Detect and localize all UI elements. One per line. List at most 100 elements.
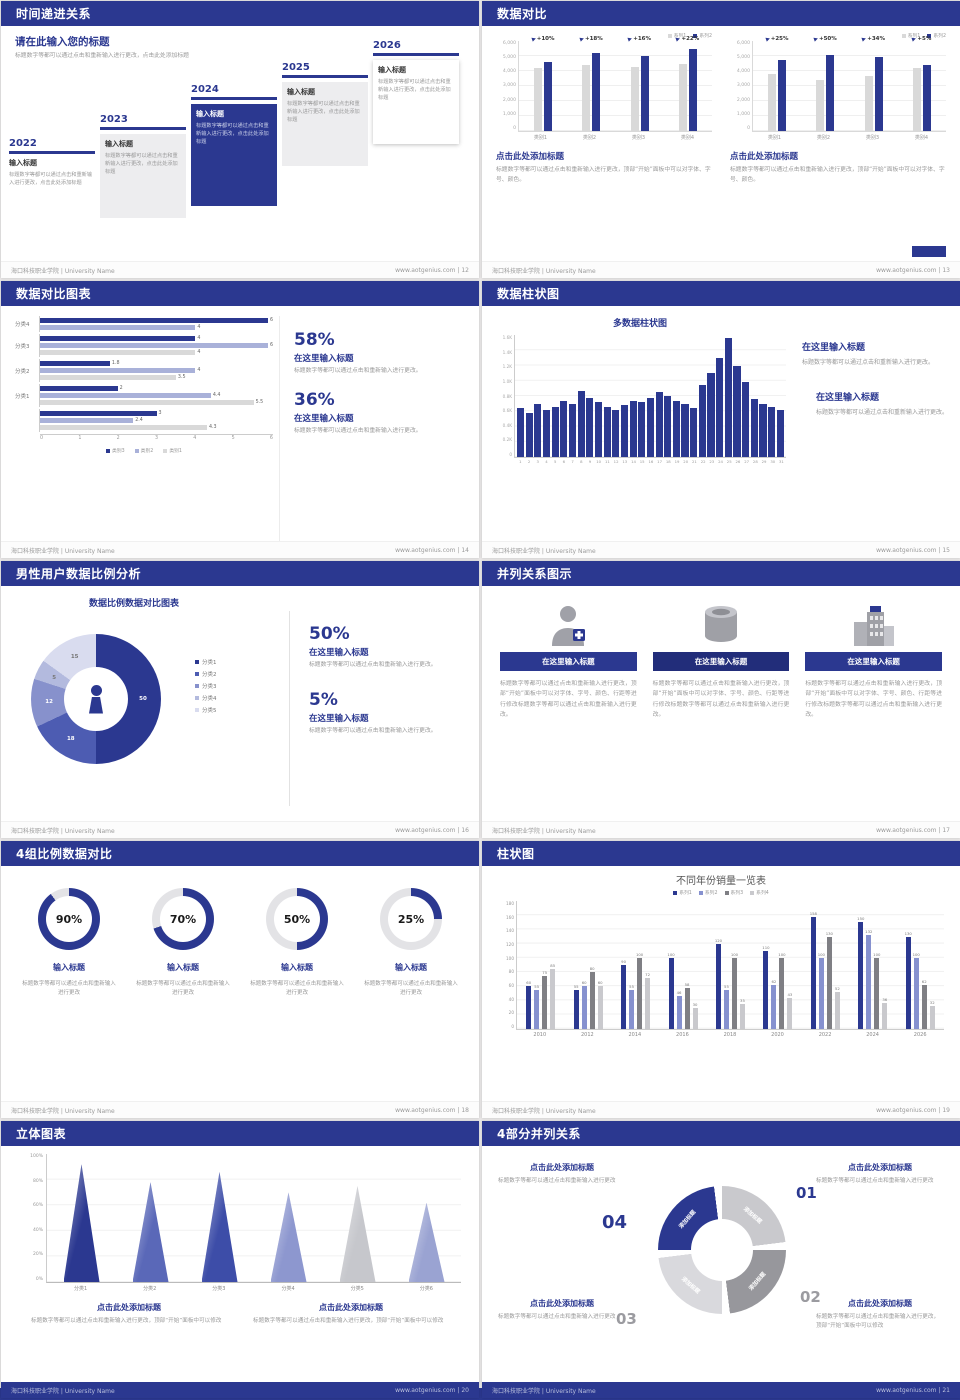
x-tick-label: 1 [78,436,82,441]
bar-column [594,335,603,457]
slide-header-title: 数据柱状图 [497,287,560,301]
value-label: 55 [534,983,540,989]
bar-group: 150 132 100 36 [857,901,888,1029]
bar [577,391,585,457]
value-label: 100 [730,951,739,957]
bar [716,357,724,457]
bar-column [681,335,689,457]
legend-item: 分类1 [195,658,217,666]
column-body: 标题数字等都可以通过点击和重新输入进行更改，顶部“开始”面板中可以对字体、字号、… [652,681,790,719]
bar [834,992,840,1029]
timeline-year: 2026 [373,40,401,51]
x-tick-label: 28 [752,459,758,464]
ring-title: 输入标题 [53,963,85,972]
slide-header-title: 立体图表 [16,1127,67,1141]
x-tick-label: 7 [571,459,574,464]
bars [906,41,938,131]
slide-13-data-compare[interactable]: 数据对比 系列1 系列2 6,000 5,000 4,000 3,000 2,000 1,00… [482,1,960,278]
segment-ring: 添加标题 添加标题 添加标题 添加标题 [658,1186,786,1314]
slide-header: 4部分并列关系 [482,1121,960,1146]
x-tick-label: 24 [718,459,723,464]
bar [818,957,824,1029]
slide-16-donut-analysis[interactable]: 男性用户数据比例分析 数据比例数据对比图表 50 18 12 5 15 分类1 分类2 分类… [1,561,479,838]
progress-ring: 90% [38,888,100,950]
slide-15-column-chart[interactable]: 数据柱状图 多数据柱状图 1.6K 1.4K 1.2K 1.0K 0.8K 0.6K 0.4… [482,281,960,558]
bar-column: 55 [723,901,730,1029]
block-title: 点击此处添加标题 [496,152,565,162]
part-number: 03 [616,1310,637,1328]
bar-column: 130 [826,901,833,1029]
block-body: 标题数字等都可以通过点击和重新输入进行更改，顶部“开始”面板中可以修改 [253,1318,444,1324]
value-label: 55 [629,983,635,989]
bar-column [542,335,551,457]
bar-column [568,335,577,457]
bar [589,972,595,1029]
legend: 系列1 系列2 [496,32,712,39]
slide-12-timeline[interactable]: 时间递进关系 请在此输入您的标题 标题数字等都可以通过点击和重新输入进行更改，点… [1,1,479,278]
bar [534,989,540,1029]
legend-item: 系列2 [927,32,946,39]
bar [573,989,579,1029]
column-title: 在这里输入标题 [805,652,943,671]
y-axis: 100% 80% 60% 40% 20% 0% [19,1154,46,1282]
value-label: 120 [714,937,723,943]
value-label: 30 [692,1001,698,1007]
plot-wrap: 1 2 3 4 5 6 7 8 9 10 11 12 13 14 15 16 17 18 19 20 21 22 23 24 2… [514,335,786,464]
bar [771,984,777,1029]
bar-line: 4 [40,324,273,331]
bar [768,406,776,457]
value-label: 4.4 [212,393,221,398]
bars [858,41,890,131]
bar [864,75,873,131]
stat-body: 标题数字等都可以通过点击和重新输入进行更改。 [309,728,437,735]
footer-site-page: www.aotgenius.com | 19 [876,1106,950,1114]
bar-column [733,335,741,457]
bar [603,406,611,457]
cone-wrap [185,1154,254,1282]
slide-19-bar-chart[interactable]: 柱状图 不同年份销量一览表 系列1 系列2 系列3 系列4 180 160 140 120 1… [482,841,960,1118]
bar [668,957,674,1029]
bar [776,409,784,457]
bar-column: 55 [628,901,635,1029]
segment-label: 添加标题 [742,1205,763,1226]
bar-chart-plot: 6,000 5,000 4,000 3,000 2,000 1,000 0 +25% +50% +… [730,36,946,132]
stat-body: 标题数字等都可以通过点击和重新输入进行更改。 [294,368,422,374]
bar-column: 62 [770,901,777,1029]
annotation: +22% [667,36,709,42]
bar [629,400,637,457]
x-tick-label: 2024 [866,1032,879,1038]
bars: 1.8 4 3.5 [39,359,273,382]
slide-20-cone-chart[interactable]: 立体图表 100% 80% 60% 40% 20% 0% 分类1 分类2 分类3 分类4 分类5 分… [1,1121,479,1398]
timeline-item-title: 输入标题 [105,140,133,148]
timeline-item-body: 标题数字等都可以通过点击和重新输入进行更改，点击此处添加标题 [196,123,269,146]
stat-block: 5% 在这里输入标题 标题数字等都可以通过点击和重新输入进行更改。 [309,690,459,736]
slide-21-four-part-relation[interactable]: 4部分并列关系 点击此处添加标题 标题数字等都可以通过点击和重新输入进行更改 点… [482,1121,960,1398]
timeline-item-body: 标题数字等都可以通过点击和重新输入进行更改，点击此处添加标题 [9,172,93,187]
slide-body: 不同年份销量一览表 系列1 系列2 系列3 系列4 180 160 140 120 100 80… [482,866,960,1101]
slide-18-ratio-rings[interactable]: 4组比例数据对比 90% 输入标题 标题数字等都可以通过点击和重新输入进行更改 … [1,841,479,1118]
slide-header: 数据柱状图 [482,281,960,306]
intro-subtitle: 标题数字等都可以通过点击和重新输入进行更改，点击此处添加标题 [15,53,189,59]
bar-line: 3.5 [40,374,273,381]
stat-title: 在这里输入标题 [309,714,369,725]
slide-14-hbar-compare[interactable]: 数据对比图表 分类4 6 4 分类3 4 6 4 分类2 1.8 4 3.5 分类1 2 4.4 5.5 3 2… [1,281,479,558]
ring-value: 25% [388,896,434,942]
value-label: 52 [834,986,840,992]
stat-block: 36% 在这里输入标题 标题数字等都可以通过点击和重新输入进行更改。 [294,390,465,436]
legend-label: 分类5 [202,708,217,714]
x-tick-label: 17 [657,459,663,464]
intro-block: 请在此输入您的标题 标题数字等都可以通过点击和重新输入进行更改，点击此处添加标题 [15,34,200,61]
x-tick-label: 30 [770,459,776,464]
legend-label: 类别1 [169,449,182,454]
block-body: 标题数字等都可以通过点击和重新输入进行更改，顶部“开始”面板中可以修改 [31,1318,222,1324]
block-body: 标题数字等都可以通过点击和重新输入进行更改，顶部“开始”面板中可以修改 [816,1314,940,1330]
value-label: 4 [197,350,201,355]
database-icon [653,600,790,650]
ring-value: 90% [46,896,92,942]
bar [621,965,627,1029]
bars: 4 6 4 [39,334,273,357]
bar [40,343,268,348]
y-axis: 6,000 5,000 4,000 3,000 2,000 1,000 0 [730,41,752,131]
slide-header-title: 数据对比 [497,7,548,21]
slide-17-parallel-items[interactable]: 并列关系图示 在这里输入标题 标题数字等都可以通过点击和重新输入进行更改，顶部“… [482,561,960,838]
